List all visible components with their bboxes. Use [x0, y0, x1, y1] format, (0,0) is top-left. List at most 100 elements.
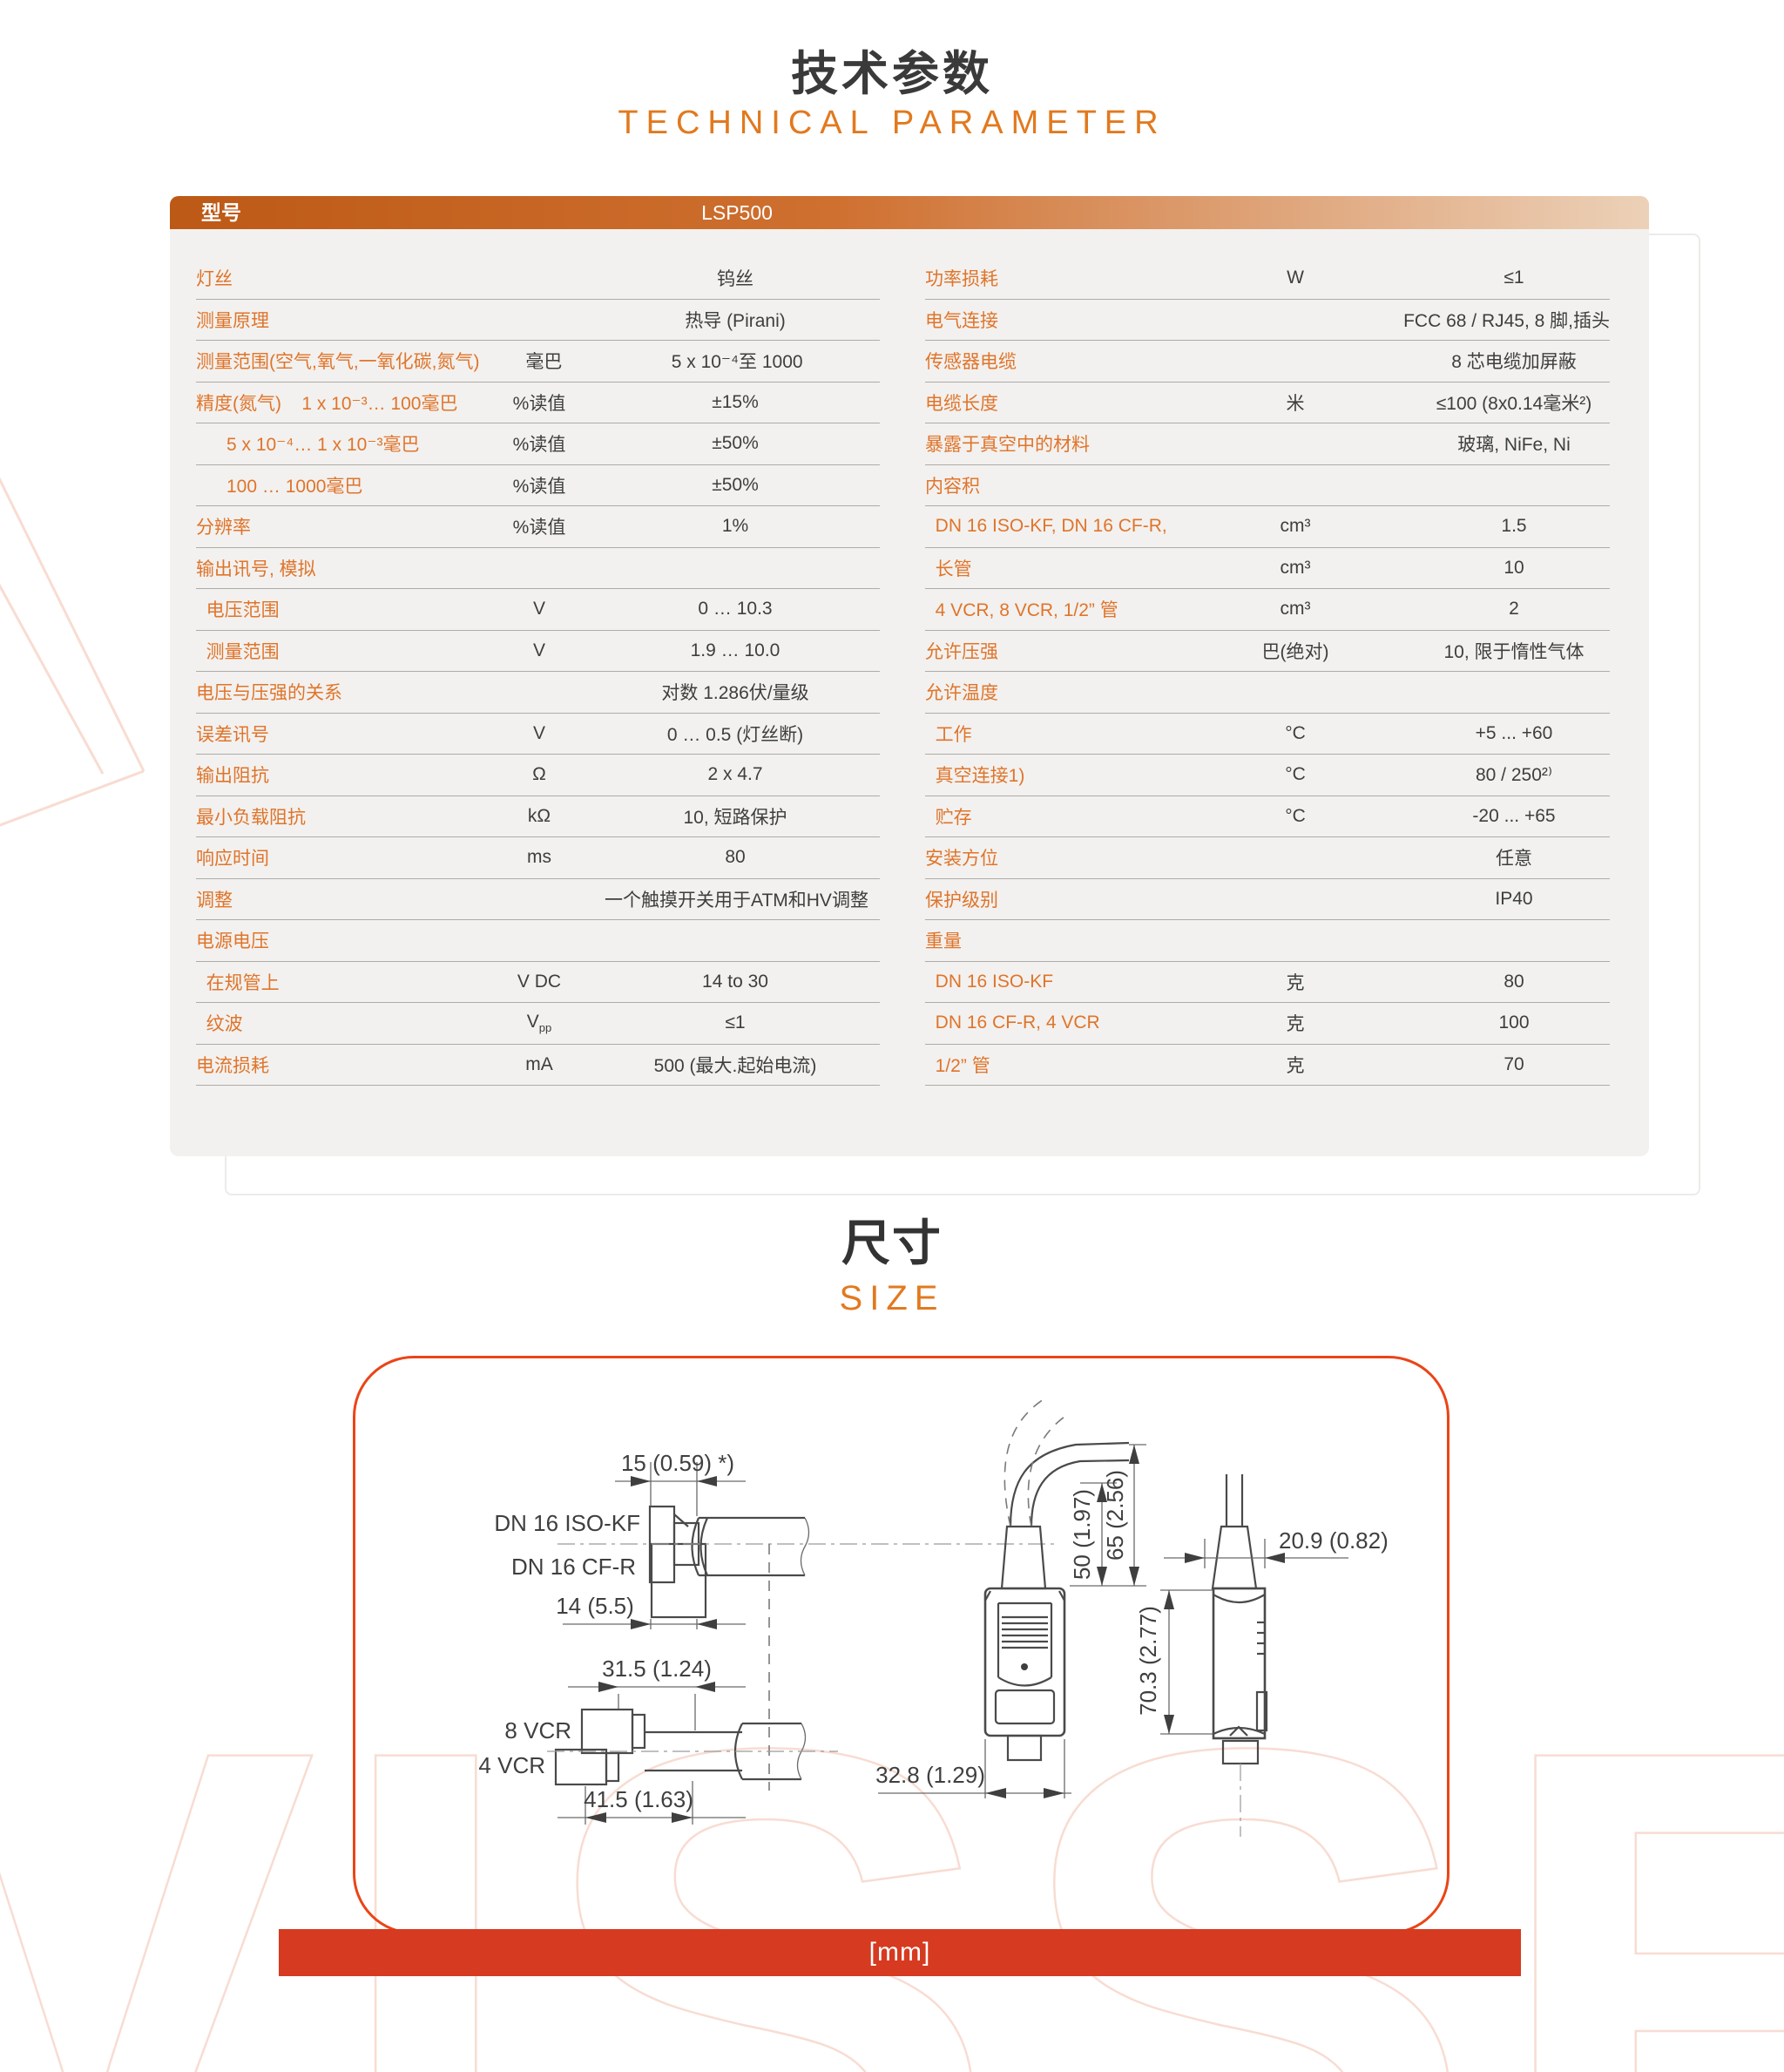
- spec-value: ±15%: [712, 391, 759, 412]
- spec-unit: %读值: [512, 393, 566, 414]
- spec-row: DN 16 ISO-KF, DN 16 CF-R, cm³ 1.5: [925, 506, 1610, 548]
- spec-label: 输出讯号, 模拟: [196, 559, 316, 579]
- spec-unit: 克: [1286, 1014, 1305, 1035]
- spec-value: IP40: [1495, 888, 1533, 909]
- spec-label: 传感器电缆: [925, 352, 1017, 373]
- spec-value: 500 (最大.起始电流): [653, 1055, 817, 1076]
- spec-row: 真空连接1) °C 80 / 250²⁾: [925, 755, 1610, 796]
- spec-unit: V: [532, 722, 545, 743]
- spec-unit: °C: [1285, 805, 1306, 826]
- spec-unit: cm³: [1280, 557, 1311, 578]
- spec-label: 响应时间: [196, 849, 269, 870]
- unit-subscript: pp: [538, 1021, 552, 1035]
- spec-value: ±50%: [712, 474, 759, 495]
- spec-value: 热导 (Pirani): [685, 310, 786, 331]
- spec-unit: 克: [1286, 1055, 1305, 1076]
- spec-label: 纹波: [196, 1014, 243, 1035]
- spec-value: ≤1: [725, 1012, 746, 1033]
- spec-card: 型号 LSP500 灯丝 钨丝 测量原理 热导 (Pirani) 测量范围(空气,氧…: [170, 196, 1649, 1156]
- spec-value: 0 … 0.5 (灯丝断): [666, 724, 804, 745]
- spec-label: 内容积: [925, 476, 980, 497]
- spec-label: 电气连接: [925, 310, 998, 331]
- spec-unit: 毫巴: [525, 352, 563, 373]
- spec-unit: 米: [1286, 393, 1305, 414]
- spec-row: 输出阻抗 Ω 2 x 4.7: [196, 755, 880, 796]
- table-header-bar: 型号 LSP500: [170, 196, 1649, 229]
- spec-label: 最小负载阻抗: [196, 807, 306, 828]
- spec-label: DN 16 CF-R, 4 VCR: [925, 1012, 1100, 1033]
- spec-row: 保护级别 IP40: [925, 879, 1610, 920]
- spec-row: DN 16 CF-R, 4 VCR 克 100: [925, 1003, 1610, 1045]
- spec-label: 分辨率: [196, 518, 251, 538]
- spec-label: 灯丝: [196, 269, 233, 290]
- model-label: 型号: [201, 201, 241, 224]
- spec-row: 调整 一个触摸开关用于ATM和HV调整: [196, 879, 880, 920]
- spec-label: 安装方位: [925, 849, 998, 870]
- spec-row: 分辨率 %读值 1%: [196, 506, 880, 548]
- spec-row: 4 VCR, 8 VCR, 1/2” 管 cm³ 2: [925, 589, 1610, 631]
- spec-value: 80 / 250²⁾: [1475, 764, 1553, 785]
- spec-unit: °C: [1285, 722, 1306, 743]
- spec-value: 玻璃, NiFe, Ni: [1457, 435, 1571, 456]
- spec-label: 电压范围: [196, 600, 280, 621]
- spec-value: 钨丝: [717, 269, 753, 290]
- spec-label: 允许压强: [925, 641, 998, 662]
- spec-row: 电压与压强的关系 对数 1.286伏/量级: [196, 672, 880, 714]
- spec-label: 电压与压强的关系: [196, 683, 342, 704]
- spec-label: 电流损耗: [196, 1055, 269, 1076]
- spec-value: 80: [1504, 971, 1524, 992]
- spec-unit: kΩ: [527, 805, 551, 826]
- spec-unit: %读值: [512, 518, 566, 538]
- spec-unit: V: [532, 599, 545, 620]
- spec-label: 精度(氮气) 1 x 10⁻³… 100毫巴: [196, 393, 458, 414]
- spec-unit: cm³: [1280, 516, 1311, 537]
- spec-row: 电流损耗 mA 500 (最大.起始电流): [196, 1045, 880, 1086]
- spec-table-right: 功率损耗 W ≤1 电气连接 FCC 68 / RJ45, 8 脚,插头 传感器电缆 8…: [925, 258, 1610, 1086]
- spec-unit: ms: [527, 847, 551, 868]
- page-subtitle: TECHNICAL PARAMETER: [618, 105, 1166, 141]
- spec-value: 1%: [721, 516, 749, 537]
- spec-value: 一个触摸开关用于ATM和HV调整: [605, 890, 868, 911]
- spec-row: 重量: [925, 920, 1610, 962]
- spec-unit: %读值: [512, 476, 566, 497]
- model-value: LSP500: [701, 201, 773, 224]
- spec-unit: cm³: [1280, 599, 1311, 620]
- spec-label: 输出阻抗: [196, 766, 269, 787]
- spec-label: 4 VCR, 8 VCR, 1/2” 管: [925, 600, 1118, 621]
- spec-unit: Ω: [532, 764, 546, 785]
- spec-label: 允许温度: [925, 683, 998, 704]
- spec-label: 电源电压: [196, 931, 269, 952]
- size-frame: [353, 1356, 1450, 1934]
- spec-value: 10: [1504, 557, 1524, 578]
- spec-row: 误差讯号 V 0 … 0.5 (灯丝断): [196, 714, 880, 755]
- spec-unit: °C: [1285, 764, 1306, 785]
- spec-label: 1/2” 管: [925, 1055, 990, 1076]
- spec-value: 5 x 10⁻⁴至 1000: [671, 352, 803, 373]
- spec-unit: V DC: [517, 971, 562, 992]
- spec-row: 灯丝 钨丝: [196, 258, 880, 300]
- spec-row: 测量范围 V 1.9 … 10.0: [196, 631, 880, 672]
- spec-row: 最小负载阻抗 kΩ 10, 短路保护: [196, 796, 880, 837]
- spec-label: 测量原理: [196, 310, 269, 331]
- spec-row: DN 16 ISO-KF 克 80: [925, 962, 1610, 1003]
- spec-label: DN 16 ISO-KF: [925, 971, 1054, 992]
- spec-row: 电压范围 V 0 … 10.3: [196, 589, 880, 631]
- spec-label: 保护级别: [925, 890, 998, 911]
- spec-value: 10, 短路保护: [683, 807, 787, 828]
- spec-value: 任意: [1496, 849, 1532, 870]
- spec-value: 1.9 … 10.0: [690, 640, 780, 660]
- spec-value: 10, 限于惰性气体: [1443, 641, 1585, 662]
- spec-unit: 克: [1286, 972, 1305, 993]
- spec-row: 传感器电缆 8 芯电缆加屏蔽: [925, 341, 1610, 383]
- spec-value: -20 ... +65: [1472, 805, 1556, 826]
- spec-value: ≤100 (8x0.14毫米²): [1436, 393, 1592, 414]
- spec-unit: Vpp: [526, 1012, 552, 1035]
- spec-row: 长管 cm³ 10: [925, 548, 1610, 589]
- spec-label: 测量范围(空气,氧气,一氧化碳,氮气): [196, 352, 480, 373]
- spec-value: 对数 1.286伏/量级: [661, 683, 809, 704]
- spec-row: 响应时间 ms 80: [196, 837, 880, 879]
- spec-value: 2: [1509, 599, 1519, 620]
- page-title: 技术参数: [791, 48, 993, 100]
- spec-value: 0 … 10.3: [698, 599, 773, 620]
- spec-row: 1/2” 管 克 70: [925, 1045, 1610, 1086]
